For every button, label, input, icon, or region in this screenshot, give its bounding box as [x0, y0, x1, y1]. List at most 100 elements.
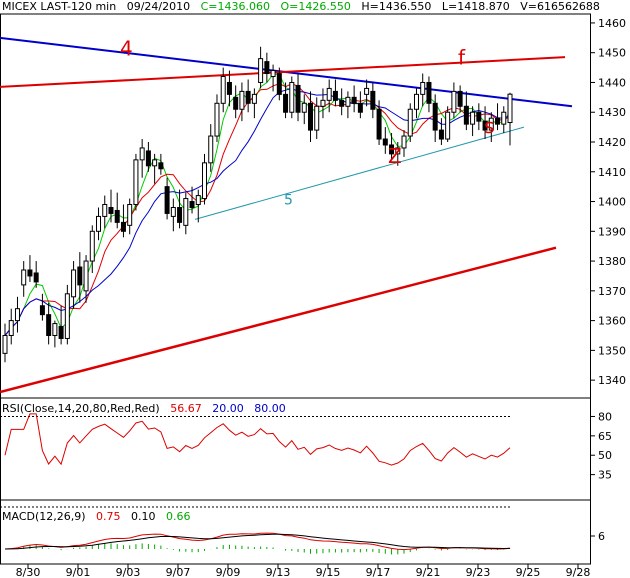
candle-body [64, 293, 70, 339]
macd-title: MACD(12,26,9) [2, 510, 86, 523]
annotation-label: 4 [120, 37, 133, 61]
date-tick-label: 9/17 [366, 566, 391, 578]
candle-body [52, 323, 58, 336]
candle-body [251, 93, 257, 104]
date-tick-label: 9/28 [566, 566, 591, 578]
macd-header: MACD(12,26,9) 0.75 0.10 0.66 [2, 510, 198, 523]
rsi-title: RSI(Close,14,20,80,Red,Red) [2, 402, 160, 415]
candle-body [470, 111, 476, 125]
candle-body [307, 102, 313, 131]
candle-body [301, 102, 307, 113]
candle-body [276, 73, 282, 95]
price-tick-label: 1420 [598, 136, 626, 149]
candle-body [432, 102, 438, 131]
candle-body [438, 129, 444, 140]
candle-body [164, 186, 170, 214]
macd-hist-value: 0.66 [166, 510, 191, 523]
candle-body [139, 147, 145, 161]
price-tick-label: 1360 [598, 315, 626, 328]
candle-body [133, 159, 139, 206]
candle-body [102, 204, 108, 217]
candle-body [89, 230, 95, 262]
candle-body [170, 206, 176, 217]
macd-panel-border [0, 499, 591, 565]
candle-body [214, 102, 220, 137]
macd-tick-label: 6 [598, 530, 605, 543]
candle-body [33, 272, 39, 283]
date-axis: 8/30 9/01 9/03 9/07 9/09 9/13 9/15 9/17 9/21 9/23… [16, 564, 591, 578]
date-tick-label: 9/23 [466, 566, 491, 578]
candle-body [77, 266, 83, 286]
candle-body [382, 138, 388, 146]
price-tick-label: 1440 [598, 76, 626, 89]
candle-body [395, 147, 401, 155]
candle-body [320, 99, 326, 107]
candle-body [295, 84, 301, 113]
rsi-high-level: 80.00 [254, 402, 286, 415]
annotation-label: s [484, 114, 494, 138]
rsi-value: 56.67 [170, 402, 202, 415]
candle-body [14, 308, 20, 322]
rsi-tick-label: 80 [598, 410, 612, 423]
candle-body [407, 108, 413, 137]
candle-body [195, 195, 201, 206]
candle-body [46, 314, 52, 336]
trendline-lower-red [0, 246, 557, 394]
price-tick-label: 1350 [598, 344, 626, 357]
candle-body [495, 117, 501, 125]
rsi-tick-label: 65 [598, 430, 612, 443]
trendline-5-teal [194, 126, 525, 220]
candle-body [83, 260, 89, 292]
candle-body [177, 206, 183, 223]
date-tick-label: 9/21 [416, 566, 441, 578]
rsi-header: RSI(Close,14,20,80,Red,Red) 56.67 20.00 … [2, 402, 293, 415]
rsi-low-level: 20.00 [212, 402, 244, 415]
price-tick-label: 1340 [598, 374, 626, 387]
candle-body [283, 93, 289, 113]
moving-averages [4, 73, 511, 336]
candle-body [463, 105, 469, 125]
price-axis: 1340 1350 1360 1370 1380 1390 1400 1410 1420 1430… [590, 17, 626, 387]
candle-body [426, 81, 432, 104]
price-tick-label: 1410 [598, 166, 626, 179]
date-tick-label: 9/15 [316, 566, 341, 578]
price-tick-label: 1370 [598, 285, 626, 298]
candle-body [233, 96, 239, 110]
candle-body [108, 206, 114, 214]
candle-body [476, 111, 482, 122]
date-tick-label: 9/07 [166, 566, 191, 578]
date-tick-label: 9/01 [66, 566, 91, 578]
candle-body [152, 159, 158, 167]
candle-body [332, 90, 338, 101]
candle-body [183, 198, 189, 226]
candle-body [445, 111, 451, 140]
candle-body [71, 269, 77, 298]
low-value: L=1418.870 [441, 0, 510, 13]
rsi-tick-label: 50 [598, 449, 612, 462]
price-tick-label: 1430 [598, 106, 626, 119]
candle-body [120, 221, 126, 232]
chart-date: 09/24/2010 [126, 0, 191, 13]
candle-body [351, 96, 357, 104]
candle-body [127, 204, 133, 226]
annotation-label: Z [388, 144, 402, 168]
annotation-label: 5 [284, 193, 293, 209]
volume-value: V=616562688 [520, 0, 600, 13]
candle-body [501, 111, 507, 125]
candle-body [270, 70, 276, 78]
trendline-f-red [0, 56, 566, 88]
candle-body [457, 90, 463, 107]
date-tick-label: 9/09 [216, 566, 241, 578]
candle-body [314, 105, 320, 131]
candle-body [370, 90, 376, 110]
candle-body [389, 144, 395, 155]
candle-body [21, 269, 27, 286]
candle-body [2, 334, 8, 354]
price-tick-label: 1400 [598, 196, 626, 209]
candle-body [208, 135, 214, 164]
chart-frame [0, 13, 591, 565]
candles [2, 46, 513, 363]
candle-body [58, 326, 64, 339]
date-tick-label: 8/30 [16, 566, 41, 578]
